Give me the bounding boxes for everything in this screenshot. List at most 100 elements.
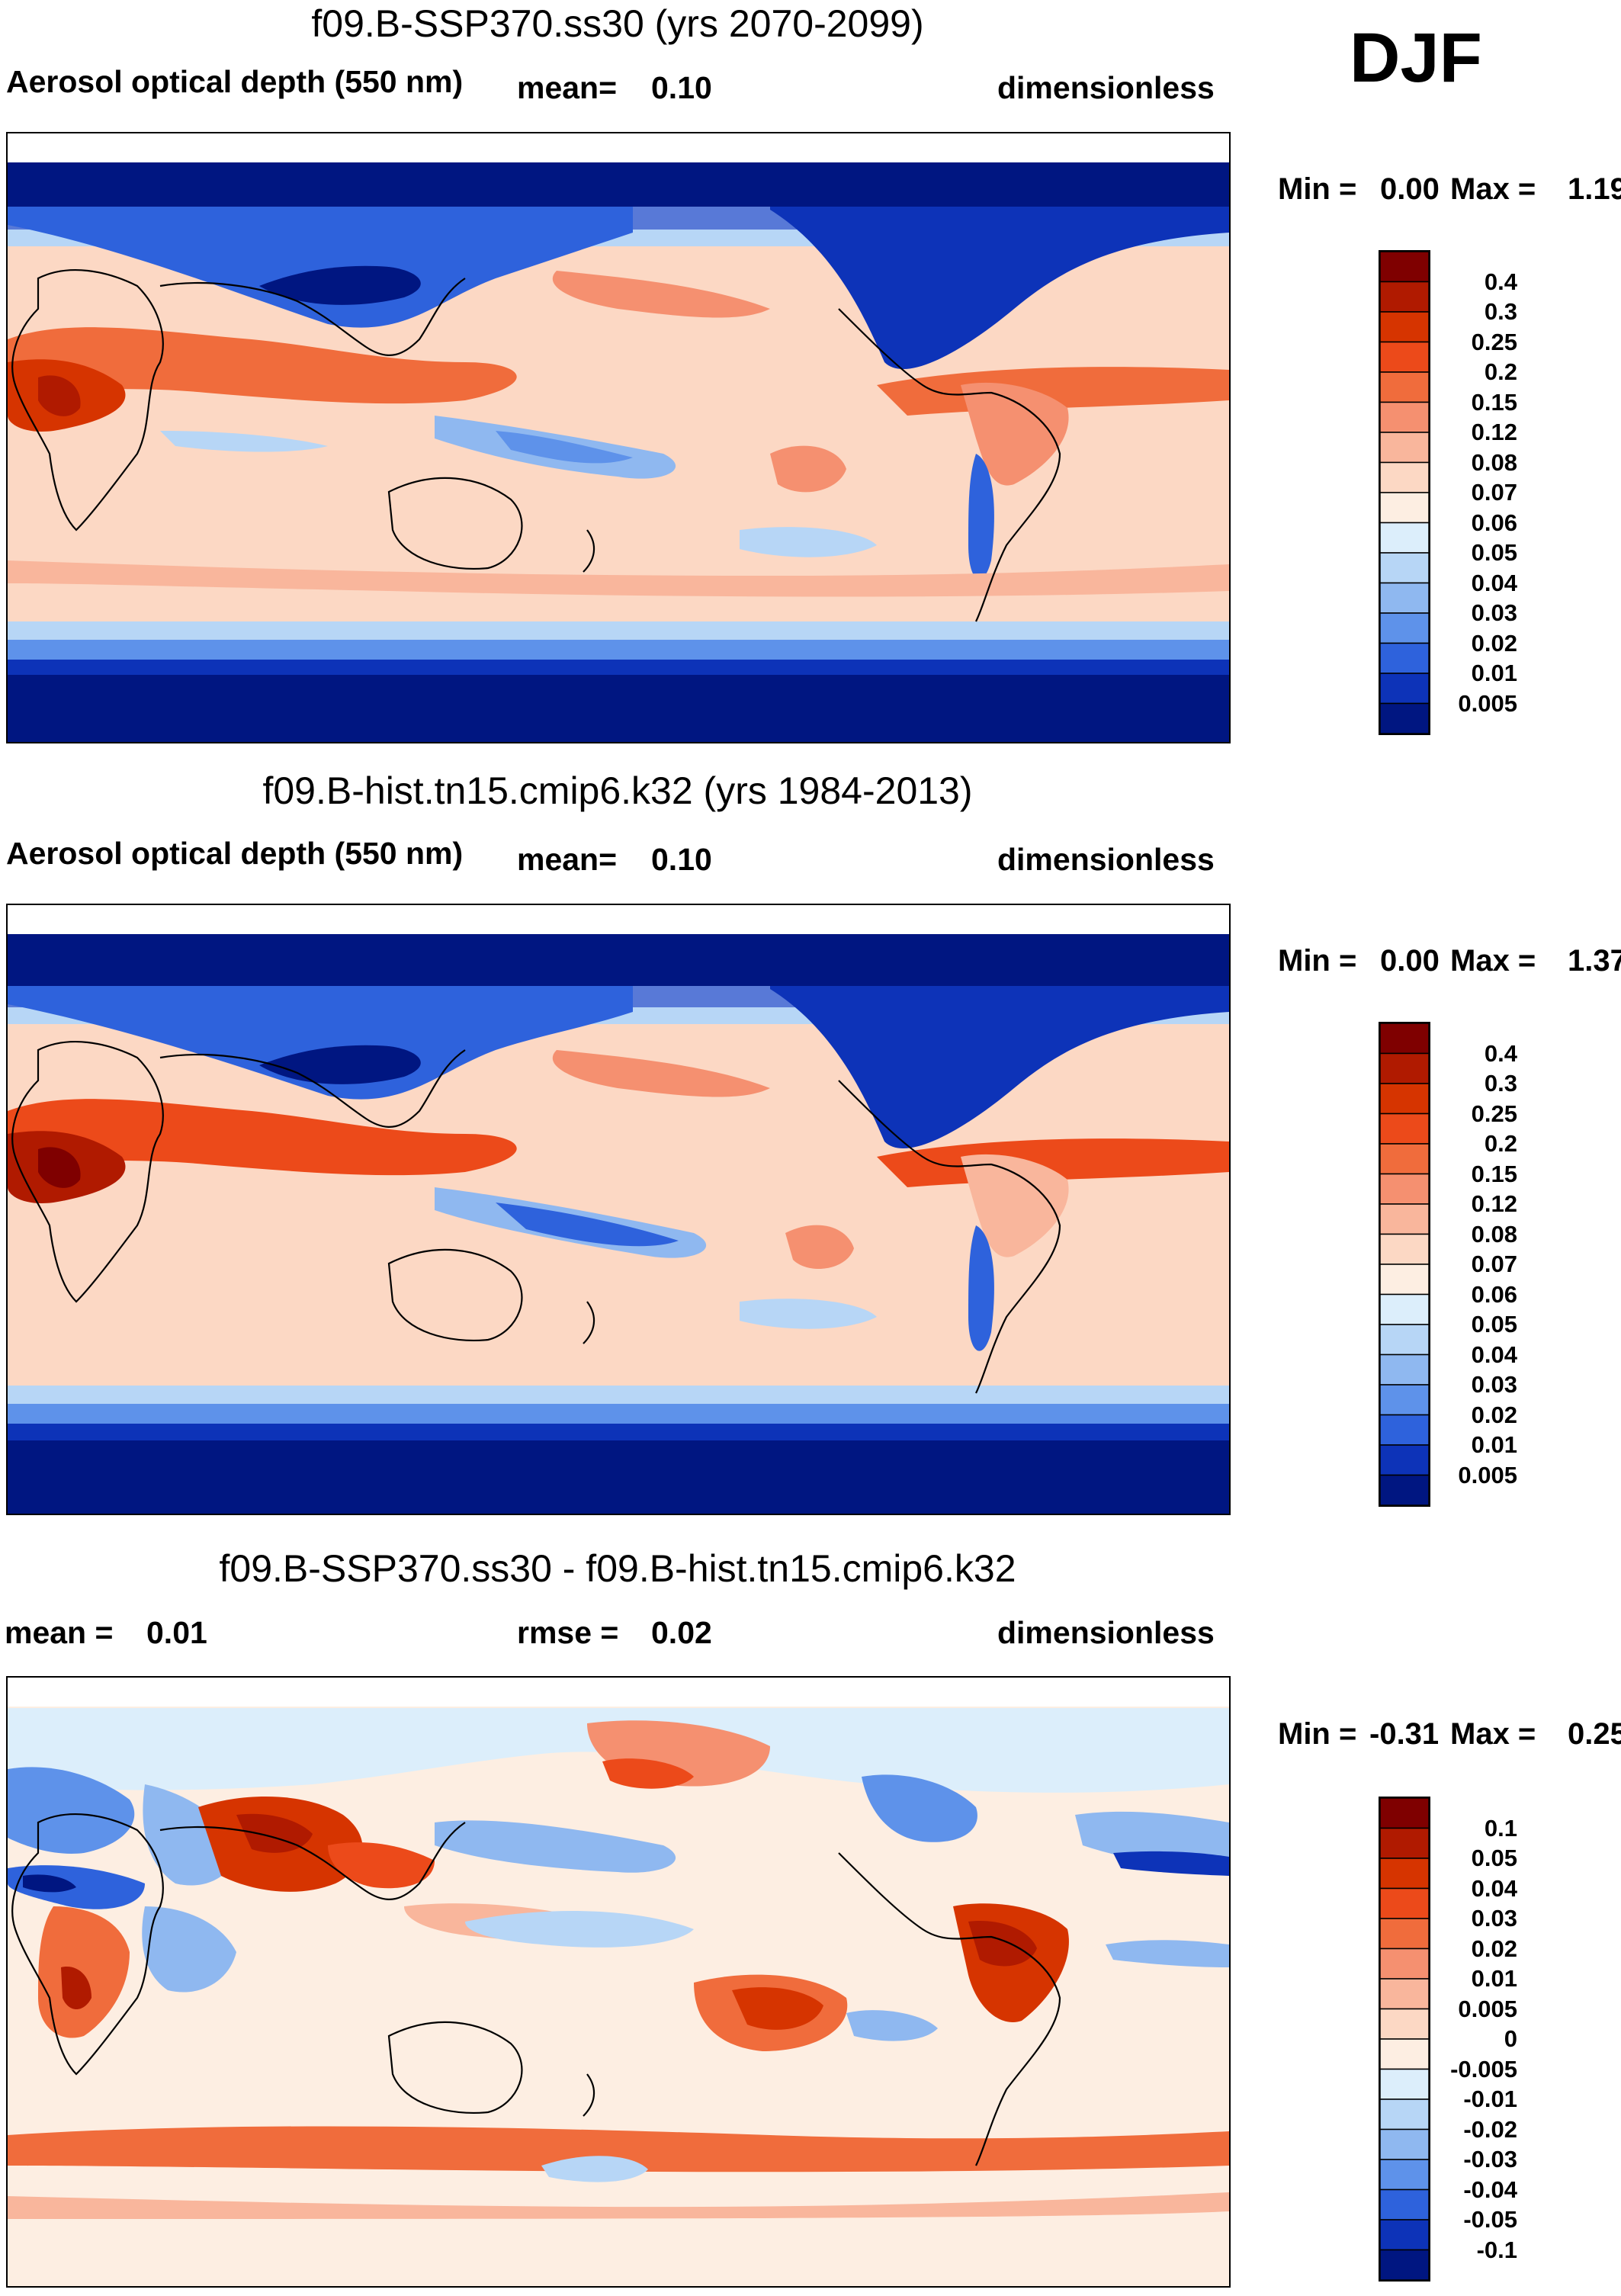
- panel2-units: dimensionless: [997, 842, 1215, 877]
- panel3-min-value: -0.31: [1369, 1717, 1440, 1751]
- colorbar-tick-label: 0.04: [1471, 569, 1517, 596]
- panel1-min-label: Min =: [1278, 172, 1357, 206]
- colorbar-segment: [1380, 1948, 1429, 1980]
- colorbar-tick-label: -0.01: [1463, 2086, 1517, 2112]
- colorbar-segment: [1380, 1233, 1429, 1265]
- colorbar-tick-label: -0.1: [1476, 2236, 1517, 2263]
- colorbar-tick-label: 0: [1504, 2025, 1517, 2052]
- colorbar-tick-label: -0.04: [1463, 2176, 1517, 2203]
- panel1-max-value: 1.19: [1568, 172, 1621, 206]
- colorbar-tick-label: 0.005: [1458, 1995, 1517, 2022]
- colorbar-segment: [1380, 1798, 1429, 1829]
- colorbar-tick-label: -0.05: [1463, 2206, 1517, 2233]
- colorbar-segment: [1380, 1474, 1429, 1505]
- panel3-map-svg: [8, 1678, 1229, 2286]
- colorbar-tick-label: 0.01: [1471, 1431, 1517, 1458]
- colorbar-tick-label: 0.4: [1484, 1039, 1517, 1067]
- colorbar-tick-label: 0.01: [1471, 660, 1517, 686]
- colorbar-svg: [1380, 252, 1429, 734]
- colorbar-tick-label: 0.04: [1471, 1341, 1517, 1368]
- panel3-mean-value: 0.01: [146, 1615, 207, 1650]
- colorbar-tick-label: 0.05: [1471, 1311, 1517, 1337]
- panel2-max-value: 1.37: [1568, 944, 1621, 978]
- panel3-rmse-value: 0.02: [651, 1615, 712, 1650]
- panel2-mean-label: mean=: [517, 842, 618, 877]
- colorbar-segment: [1380, 1887, 1429, 1919]
- colorbar-segment: [1380, 461, 1429, 493]
- colorbar-segment: [1380, 1203, 1429, 1235]
- panel3-max-label: Max =: [1450, 1717, 1536, 1751]
- panel3-max-value: 0.25: [1568, 1717, 1621, 1751]
- colorbar-segment: [1380, 642, 1429, 674]
- colorbar-segment: [1380, 2038, 1429, 2070]
- panel1-min-value: 0.00: [1380, 172, 1440, 206]
- colorbar-svg: [1380, 1023, 1429, 1505]
- panel3-map: [6, 1676, 1231, 2288]
- panel3-mean-label: mean =: [5, 1615, 114, 1650]
- colorbar-segment: [1380, 2068, 1429, 2100]
- colorbar-tick-label: 0.4: [1484, 268, 1517, 295]
- colorbar-segment: [1380, 341, 1429, 373]
- colorbar-tick-label: 0.1: [1484, 1814, 1517, 1842]
- colorbar-segment: [1380, 401, 1429, 433]
- colorbar-tick-label: 0.25: [1471, 328, 1517, 355]
- panel2-colorbar: [1379, 1022, 1430, 1507]
- colorbar-segment: [1380, 552, 1429, 584]
- panel2-variable: Aerosol optical depth (550 nm): [6, 836, 464, 871]
- colorbar-segment: [1380, 673, 1429, 705]
- colorbar-tick-label: 0.06: [1471, 1280, 1517, 1308]
- colorbar-segment: [1380, 1978, 1429, 2010]
- colorbar-segment: [1380, 1414, 1429, 1446]
- panel2-min-value: 0.00: [1380, 944, 1440, 978]
- colorbar-tick-label: 0.005: [1458, 689, 1517, 717]
- colorbar-segment: [1380, 432, 1429, 464]
- panel2-title: f09.B-hist.tn15.cmip6.k32 (yrs 1984-2013…: [262, 769, 973, 812]
- colorbar-tick-label: 0.01: [1471, 1965, 1517, 1992]
- colorbar-tick-label: 0.2: [1484, 1130, 1517, 1157]
- colorbar-tick-label: 0.25: [1471, 1100, 1517, 1127]
- colorbar-tick-label: 0.12: [1471, 419, 1517, 445]
- colorbar-segment: [1380, 311, 1429, 343]
- colorbar-segment: [1380, 1023, 1429, 1055]
- colorbar-tick-label: 0.005: [1458, 1461, 1517, 1488]
- colorbar-segment: [1380, 1173, 1429, 1205]
- colorbar-tick-label: 0.15: [1471, 388, 1517, 416]
- colorbar-segment: [1380, 1858, 1429, 1890]
- colorbar-segment: [1380, 1354, 1429, 1386]
- colorbar-segment: [1380, 371, 1429, 403]
- colorbar-segment: [1380, 522, 1429, 554]
- panel3-colorbar: [1379, 1797, 1430, 2282]
- colorbar-segment: [1380, 2099, 1429, 2131]
- panel2-mean-value: 0.10: [651, 842, 712, 877]
- colorbar-segment: [1380, 702, 1429, 734]
- season-label: DJF: [1350, 19, 1482, 97]
- panel1-map: [6, 132, 1231, 743]
- colorbar-tick-label: 0.04: [1471, 1874, 1517, 1902]
- colorbar-tick-label: 0.08: [1471, 1220, 1517, 1248]
- panel2-map-svg: [8, 905, 1229, 1514]
- colorbar-tick-label: 0.07: [1471, 1251, 1517, 1277]
- colorbar-tick-label: 0.3: [1484, 1070, 1517, 1097]
- colorbar-tick-label: 0.06: [1471, 509, 1517, 536]
- colorbar-tick-label: 0.02: [1471, 1401, 1517, 1428]
- colorbar-tick-label: 0.08: [1471, 448, 1517, 476]
- colorbar-segment: [1380, 2219, 1429, 2251]
- colorbar-svg: [1380, 1798, 1429, 2280]
- colorbar-segment: [1380, 2008, 1429, 2040]
- colorbar-segment: [1380, 1052, 1429, 1084]
- colorbar-segment: [1380, 1918, 1429, 1950]
- panel1-mean-value: 0.10: [651, 70, 712, 105]
- colorbar-tick-label: -0.005: [1450, 2055, 1517, 2082]
- colorbar-segment: [1380, 2249, 1429, 2280]
- colorbar-segment: [1380, 1827, 1429, 1859]
- panel3-title: f09.B-SSP370.ss30 - f09.B-hist.tn15.cmip…: [219, 1547, 1016, 1590]
- colorbar-tick-label: -0.02: [1463, 2115, 1517, 2143]
- colorbar-tick-label: 0.03: [1471, 599, 1517, 626]
- colorbar-segment: [1380, 1444, 1429, 1476]
- colorbar-tick-label: 0.07: [1471, 479, 1517, 506]
- colorbar-segment: [1380, 1384, 1429, 1416]
- panel2-min-label: Min =: [1278, 944, 1357, 978]
- colorbar-tick-label: 0.02: [1471, 1935, 1517, 1962]
- colorbar-tick-label: 0.2: [1484, 358, 1517, 385]
- colorbar-tick-label: 0.3: [1484, 298, 1517, 325]
